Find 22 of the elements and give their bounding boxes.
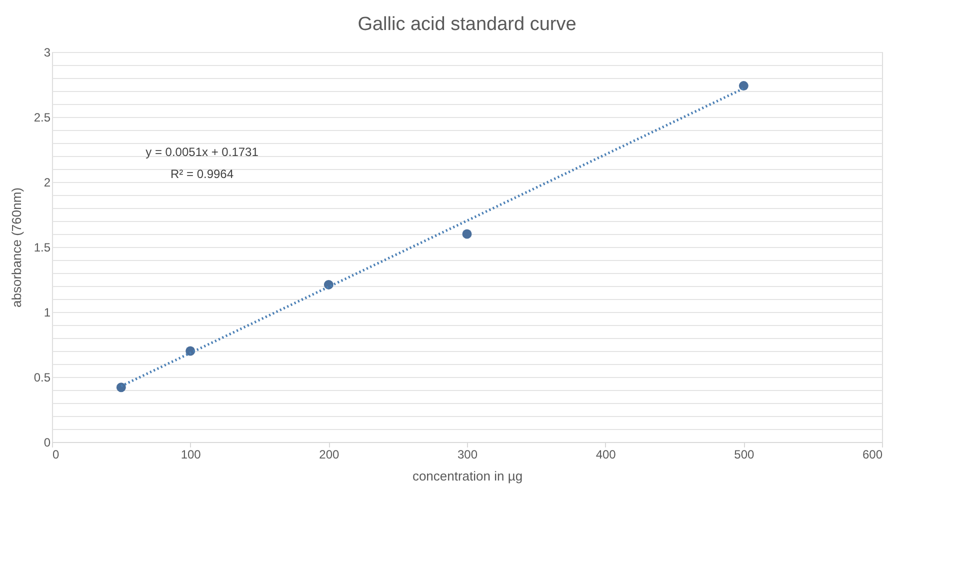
point xyxy=(116,382,126,392)
x-tick-label: 200 xyxy=(319,448,340,462)
y-tick-label: 1.5 xyxy=(34,240,51,254)
x-tick-label: 500 xyxy=(734,448,754,462)
x-tick-label: 600 xyxy=(862,448,883,462)
x-tick-label: 400 xyxy=(596,448,616,462)
annotation: R² = 0.9964 xyxy=(170,167,234,181)
y-tick-label: 0.5 xyxy=(34,370,51,384)
y-tick-label: 3 xyxy=(44,46,51,60)
y-axis-title: absorbance (760nm) xyxy=(8,188,24,308)
point xyxy=(462,229,472,239)
y-tick-label: 0 xyxy=(44,436,51,450)
x-tick-label: 300 xyxy=(457,448,478,462)
y-tick-label: 1 xyxy=(44,306,51,320)
x-tick-label: 100 xyxy=(180,448,202,462)
y-tick-label: 2 xyxy=(44,176,51,190)
point xyxy=(738,81,748,91)
x-axis-title: concentration in µg xyxy=(412,468,523,484)
annotation: y = 0.0051x + 0.1731 xyxy=(146,145,259,159)
chart-title: Gallic acid standard curve xyxy=(358,14,576,35)
x-tick-label: 0 xyxy=(52,448,60,462)
y-tick-label: 2.5 xyxy=(34,110,51,124)
